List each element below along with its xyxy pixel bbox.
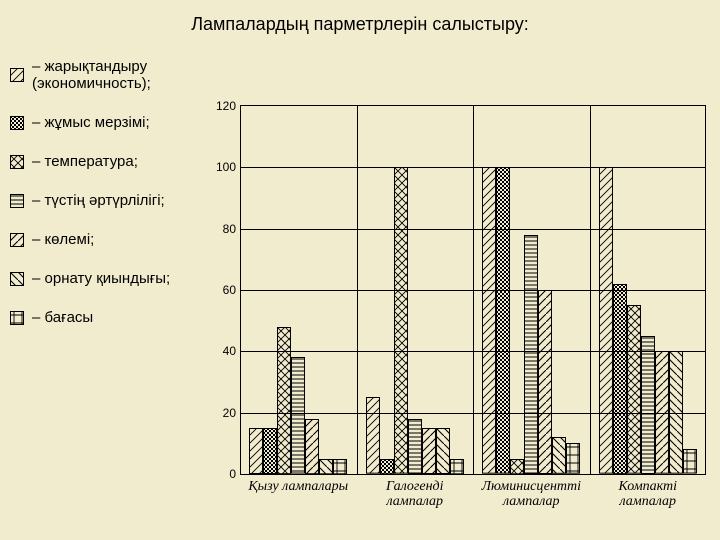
chart: 020406080100120 Қызу лампаларыГалогенді … — [210, 105, 710, 525]
page-title: Лампалардың парметрлерін салыстыру: — [0, 14, 720, 35]
bar-температура — [627, 305, 641, 474]
category-divider — [590, 106, 591, 474]
bar-бағасы — [566, 443, 580, 474]
температура-swatch-icon — [10, 155, 24, 169]
орнату-қиындығы-swatch-icon — [10, 272, 24, 286]
bar-көлемі — [305, 419, 319, 474]
жұмыс-мерзімі-swatch-icon — [10, 116, 24, 130]
y-tick-label: 20 — [210, 406, 236, 420]
legend-label: – бағасы — [32, 309, 93, 326]
bar-түстің-әртүрлілігі — [524, 235, 538, 474]
bar-бағасы — [333, 459, 347, 474]
y-tick-label: 0 — [210, 467, 236, 481]
bar-бағасы — [683, 449, 697, 474]
x-axis-labels: Қызу лампаларыГалогенді лампаларЛюминисц… — [240, 479, 706, 523]
түстің-әртүрлілігі-swatch-icon — [10, 194, 24, 208]
y-tick-label: 40 — [210, 344, 236, 358]
page-root: Лампалардың парметрлерін салыстыру: – жа… — [0, 0, 720, 540]
bar-жұмыс-мерзімі — [613, 284, 627, 474]
legend-label: – жұмыс мерзімі; — [32, 114, 150, 131]
x-category-label: Люминисцентті лампалар — [473, 479, 590, 510]
legend-item-көлемі: – көлемі; — [10, 231, 210, 248]
bar-жарықтандыру — [482, 167, 496, 474]
legend-item-орнату-қиындығы: – орнату қиындығы; — [10, 270, 210, 287]
bar-орнату-қиындығы — [436, 428, 450, 474]
plot-area: 020406080100120 — [240, 105, 706, 475]
category-divider — [473, 106, 474, 474]
legend-label: – жарықтандыру (экономичность); — [32, 58, 210, 92]
legend-label: – температура; — [32, 153, 138, 170]
bar-түстің-әртүрлілігі — [408, 419, 422, 474]
bar-жұмыс-мерзімі — [263, 428, 277, 474]
y-tick-label: 100 — [210, 160, 236, 174]
category-divider — [240, 106, 241, 474]
bar-түстің-әртүрлілігі — [641, 336, 655, 474]
bar-орнату-қиындығы — [552, 437, 566, 474]
legend-item-жарықтандыру: – жарықтандыру (экономичность); — [10, 58, 210, 92]
legend: – жарықтандыру (экономичность); – жұмыс … — [10, 58, 210, 348]
bar-көлемі — [538, 290, 552, 474]
y-tick-label: 60 — [210, 283, 236, 297]
bar-көлемі — [422, 428, 436, 474]
bar-бағасы — [450, 459, 464, 474]
y-tick-label: 80 — [210, 222, 236, 236]
bar-жұмыс-мерзімі — [380, 459, 394, 474]
x-category-label: Галогенді лампалар — [357, 479, 474, 510]
bar-түстің-әртүрлілігі — [291, 357, 305, 474]
x-category-label: Компакті лампалар — [590, 479, 707, 510]
legend-label: – көлемі; — [32, 231, 94, 248]
legend-item-бағасы: – бағасы — [10, 309, 210, 326]
bar-температура — [394, 167, 408, 474]
жарықтандыру-swatch-icon — [10, 68, 24, 82]
көлемі-swatch-icon — [10, 233, 24, 247]
bar-орнату-қиындығы — [319, 459, 333, 474]
bar-температура — [510, 459, 524, 474]
category-divider — [357, 106, 358, 474]
legend-label: – орнату қиындығы; — [32, 270, 170, 287]
legend-item-жұмыс-мерзімі: – жұмыс мерзімі; — [10, 114, 210, 131]
x-category-label: Қызу лампалары — [240, 479, 357, 494]
бағасы-swatch-icon — [10, 311, 24, 325]
bar-жарықтандыру — [366, 397, 380, 474]
bar-температура — [277, 327, 291, 474]
bar-жұмыс-мерзімі — [496, 167, 510, 474]
bar-жарықтандыру — [599, 167, 613, 474]
y-tick-label: 120 — [210, 99, 236, 113]
legend-label: – түстің әртүрлілігі; — [32, 192, 165, 209]
bar-жарықтандыру — [249, 428, 263, 474]
legend-item-температура: – температура; — [10, 153, 210, 170]
legend-item-түстің-әртүрлілігі: – түстің әртүрлілігі; — [10, 192, 210, 209]
